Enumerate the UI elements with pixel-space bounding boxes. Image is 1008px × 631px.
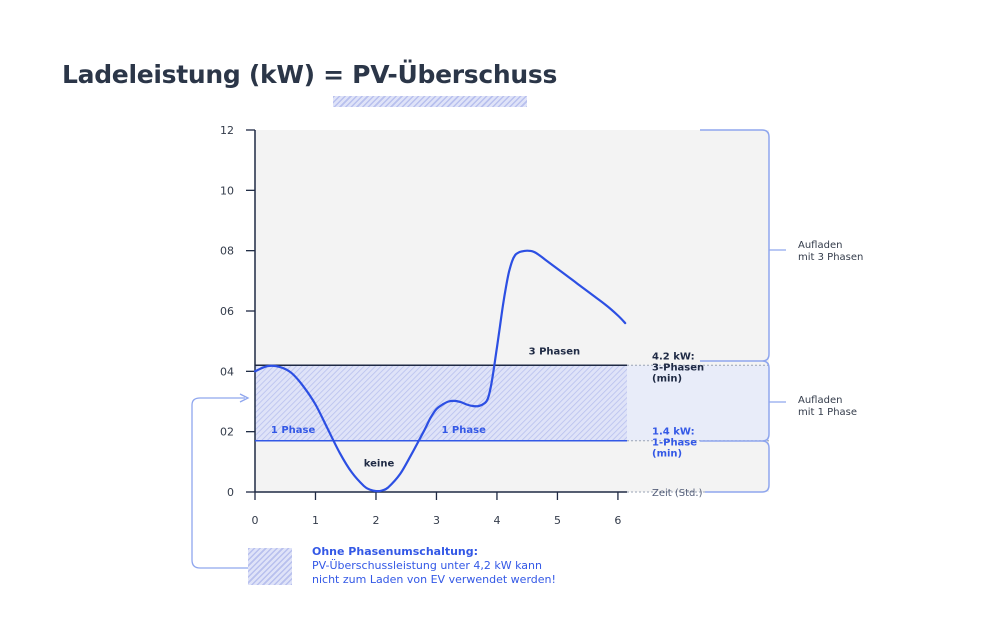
y-tick-label: 12 bbox=[220, 124, 234, 137]
pv-surplus-line bbox=[253, 249, 627, 493]
x-tick-label: 0 bbox=[252, 514, 259, 527]
x-tick-label: 3 bbox=[433, 514, 440, 527]
x-axis-label: Zeit (Std.) bbox=[652, 488, 703, 499]
zone-label: mit 3 Phasen bbox=[798, 252, 863, 263]
threshold-1-phase-label: 1.4 kW: bbox=[652, 427, 695, 438]
threshold-1-phase-label: 1-Phase bbox=[652, 438, 697, 449]
threshold-3-phase-label: 3-Phasen bbox=[652, 362, 704, 373]
annotation-label: 3 Phasen bbox=[529, 347, 581, 358]
threshold-3-phase-label: 4.2 kW: bbox=[652, 351, 695, 362]
zone-label: Aufladen bbox=[798, 240, 842, 251]
y-tick-label: 04 bbox=[220, 365, 234, 378]
x-tick-label: 4 bbox=[493, 514, 500, 527]
y-tick-label: 0 bbox=[227, 486, 234, 499]
legend-connector bbox=[191, 397, 248, 569]
annotation-label: keine bbox=[364, 458, 395, 469]
y-tick-label: 06 bbox=[220, 305, 234, 318]
annotation-label: 1 Phase bbox=[271, 425, 316, 436]
one-phase-band bbox=[627, 365, 769, 441]
zone-bracket bbox=[700, 129, 770, 493]
annotation-label: 1 Phase bbox=[441, 425, 486, 436]
no-switch-region-hatch bbox=[255, 365, 627, 441]
x-tick-label: 5 bbox=[554, 514, 561, 527]
x-tick-label: 1 bbox=[312, 514, 319, 527]
zone-label: Aufladen bbox=[798, 395, 842, 406]
chart-title: Ladeleistung (kW) = PV-Überschuss bbox=[62, 60, 558, 89]
legend-swatch bbox=[248, 548, 292, 585]
legend-line-1: PV-Überschussleistung unter 4,2 kW kann bbox=[312, 559, 542, 572]
legend-text: Ohne Phasenumschaltung: PV-Überschusslei… bbox=[312, 545, 556, 587]
y-tick-label: 10 bbox=[220, 184, 234, 197]
title-underline-hatch bbox=[333, 96, 527, 107]
x-tick-label: 2 bbox=[372, 514, 379, 527]
legend-arrow-head bbox=[239, 393, 250, 403]
legend-title: Ohne Phasenumschaltung: bbox=[312, 545, 479, 558]
y-tick-label: 02 bbox=[220, 426, 234, 439]
x-tick-label: 6 bbox=[614, 514, 621, 527]
threshold-1-phase-label: (min) bbox=[652, 449, 682, 460]
zone-label: mit 1 Phase bbox=[798, 407, 857, 418]
legend-line-2: nicht zum Laden von EV verwendet werden! bbox=[312, 573, 556, 586]
threshold-3-phase-label: (min) bbox=[652, 373, 682, 384]
y-tick-label: 08 bbox=[220, 245, 234, 258]
